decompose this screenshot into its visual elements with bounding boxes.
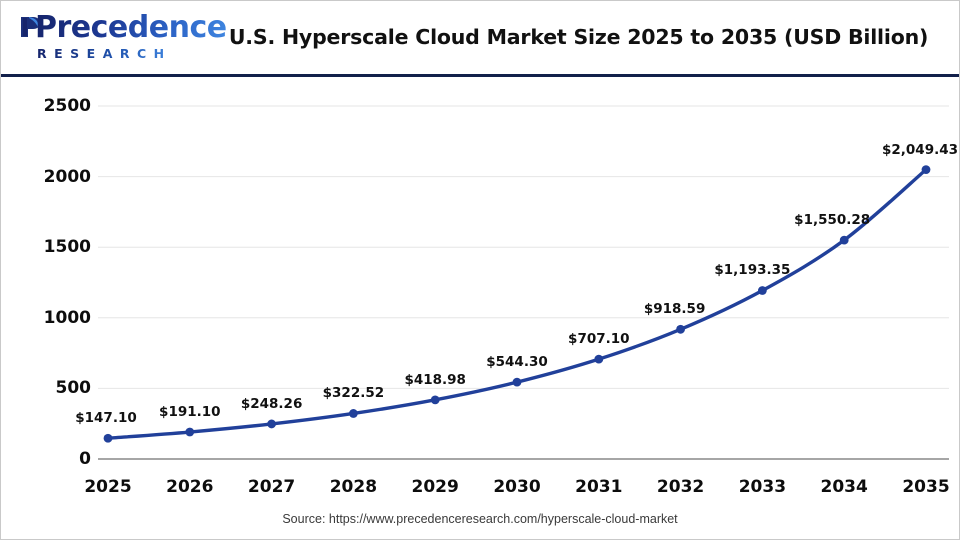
data-point-marker[interactable] — [921, 165, 931, 175]
series-line — [106, 167, 928, 440]
y-axis-tick-label: 2000 — [43, 166, 91, 187]
data-point-label: $322.52 — [322, 385, 385, 402]
logo-brand-text: Precedence — [35, 10, 227, 45]
source-caption: Source: https://www.precedenceresearch.c… — [282, 512, 678, 526]
data-point-label: $1,550.28 — [794, 212, 871, 229]
data-point-marker[interactable] — [103, 433, 113, 443]
data-point-label: $248.26 — [240, 395, 303, 412]
x-axis-tick-label: 2034 — [820, 477, 868, 497]
x-axis-tick-label: 2031 — [575, 477, 623, 497]
data-point-marker[interactable] — [512, 377, 522, 387]
x-axis-tick-label: 2029 — [411, 477, 459, 497]
x-axis-tick-label: 2032 — [656, 477, 705, 497]
precedence-research-logo: Precedence RESEARCH — [13, 11, 227, 65]
y-axis-tick-label: 500 — [55, 378, 92, 399]
chart-canvas — [98, 105, 949, 460]
chart-header: Precedence RESEARCH U.S. Hyperscale Clou… — [1, 1, 959, 77]
x-axis-tick-label: 2028 — [329, 477, 378, 497]
data-point-marker[interactable] — [839, 235, 849, 245]
y-axis-tick-label: 0 — [79, 449, 91, 469]
x-axis-tick-label: 2033 — [738, 477, 787, 497]
data-point-marker[interactable] — [430, 395, 440, 405]
data-point-label: $707.10 — [568, 331, 630, 348]
x-axis-tick-label: 2025 — [84, 477, 132, 497]
data-point-label: $918.59 — [643, 301, 706, 318]
logo-subtitle-text: RESEARCH — [37, 46, 172, 61]
data-point-marker[interactable] — [676, 324, 685, 334]
data-point-label: $418.98 — [404, 371, 466, 388]
y-axis-tick-label: 1000 — [43, 307, 91, 328]
data-point-marker[interactable] — [594, 354, 604, 364]
chart-plot-area: 0 500 1000 1500 2000 2500 2025 2026 2027 2028 2029… — [1, 77, 959, 539]
data-point-label: $191.10 — [159, 404, 221, 421]
y-axis-tick-label: 2500 — [43, 96, 91, 116]
data-point-marker[interactable] — [349, 409, 358, 418]
precedence-p-mark-icon — [21, 17, 40, 37]
data-point-label: $544.30 — [486, 354, 548, 371]
data-point-marker[interactable] — [758, 286, 767, 295]
data-point-label: $2,049.43 — [881, 141, 959, 158]
data-point-label: $1,193.35 — [714, 262, 791, 279]
x-axis-tick-label: 2030 — [493, 477, 541, 497]
y-axis-tick-label: 1500 — [43, 237, 91, 258]
x-axis-tick-label: 2035 — [902, 477, 950, 497]
x-axis-tick-label: 2027 — [247, 477, 296, 497]
data-point-label: $147.10 — [75, 410, 137, 427]
x-axis-tick-label: 2026 — [166, 477, 214, 497]
data-point-marker[interactable] — [185, 427, 195, 437]
data-point-marker[interactable] — [267, 419, 276, 429]
chart-title: U.S. Hyperscale Cloud Market Size 2025 t… — [228, 25, 929, 49]
